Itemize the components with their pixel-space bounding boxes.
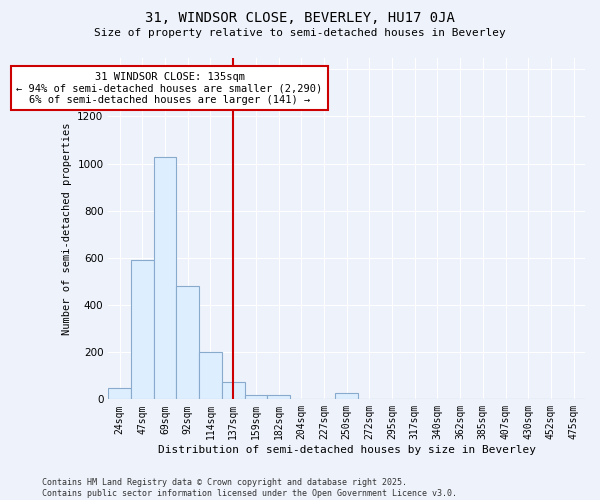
Bar [267,394,290,400]
Text: 31, WINDSOR CLOSE, BEVERLEY, HU17 0JA: 31, WINDSOR CLOSE, BEVERLEY, HU17 0JA [145,11,455,25]
Bar [109,388,131,400]
X-axis label: Distribution of semi-detached houses by size in Beverley: Distribution of semi-detached houses by … [158,445,536,455]
Y-axis label: Number of semi-detached properties: Number of semi-detached properties [62,122,71,334]
Text: Size of property relative to semi-detached houses in Beverley: Size of property relative to semi-detach… [94,28,506,38]
Bar [176,286,199,400]
Bar [131,260,154,400]
Bar [154,156,176,400]
Bar [335,394,358,400]
Bar [245,394,267,400]
Text: 31 WINDSOR CLOSE: 135sqm
← 94% of semi-detached houses are smaller (2,290)
6% of: 31 WINDSOR CLOSE: 135sqm ← 94% of semi-d… [16,72,323,105]
Bar [199,352,222,400]
Bar [222,382,245,400]
Text: Contains HM Land Registry data © Crown copyright and database right 2025.
Contai: Contains HM Land Registry data © Crown c… [42,478,457,498]
